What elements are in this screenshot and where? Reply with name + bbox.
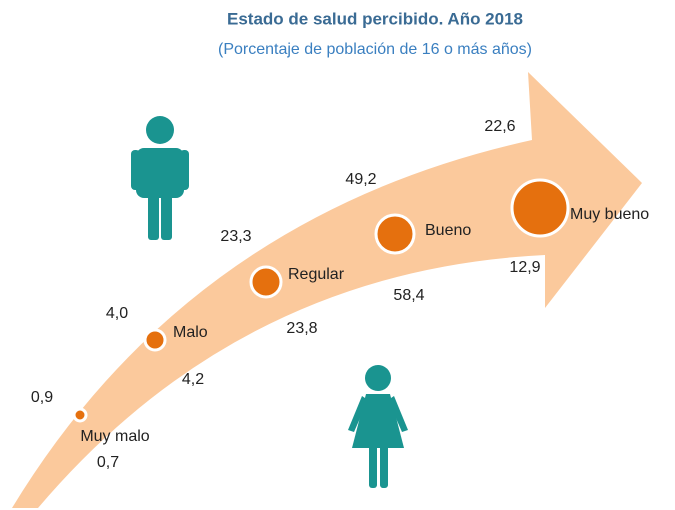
value-label: 12,9 [509,259,540,276]
point [143,328,167,352]
category-label: Malo [173,324,208,341]
point [249,265,283,299]
category-label: Muy bueno [570,206,649,223]
value-label: 0,7 [97,454,119,471]
arrow [12,72,642,508]
value-label: 22,6 [484,118,515,135]
value-label: 4,2 [182,371,204,388]
point [374,213,416,255]
chart-subtitle: (Porcentaje de población de 16 o más año… [218,41,532,58]
point [72,407,88,423]
value-label: 23,8 [286,320,317,337]
chart-title: Estado de salud percibido. Año 2018 [227,9,523,28]
category-label: Bueno [425,222,471,239]
value-label: 0,9 [31,389,53,406]
value-label: 4,0 [106,305,128,322]
category-label: Muy malo [80,428,149,445]
value-label: 58,4 [393,287,424,304]
value-label: 23,3 [220,228,251,245]
woman-icon [348,365,408,488]
man-icon [131,116,189,240]
category-label: Regular [288,266,345,283]
point [510,178,570,238]
value-label: 49,2 [345,171,376,188]
